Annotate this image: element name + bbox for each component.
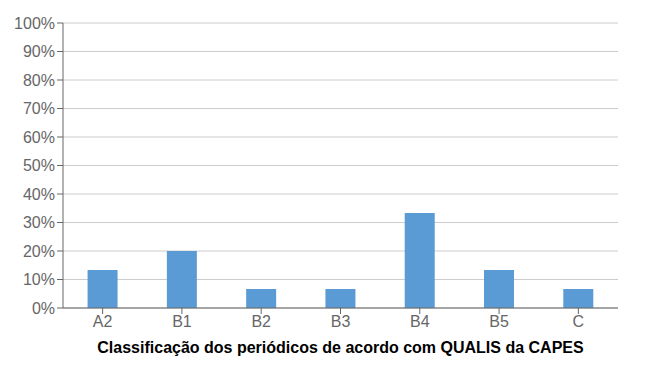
svg-text:B4: B4 (410, 313, 430, 330)
svg-text:100%: 100% (14, 15, 55, 32)
svg-text:Classificação dos periódicos d: Classificação dos periódicos de acordo c… (97, 339, 584, 356)
svg-text:50%: 50% (23, 157, 55, 174)
svg-text:40%: 40% (23, 186, 55, 203)
svg-text:B1: B1 (172, 313, 192, 330)
svg-text:90%: 90% (23, 43, 55, 60)
svg-text:30%: 30% (23, 214, 55, 231)
svg-text:70%: 70% (23, 100, 55, 117)
svg-text:0%: 0% (32, 300, 55, 317)
svg-text:10%: 10% (23, 271, 55, 288)
svg-text:A2: A2 (93, 313, 113, 330)
svg-text:B2: B2 (251, 313, 271, 330)
svg-text:20%: 20% (23, 243, 55, 260)
svg-text:C: C (573, 313, 585, 330)
svg-text:B5: B5 (489, 313, 509, 330)
svg-text:80%: 80% (23, 72, 55, 89)
svg-text:60%: 60% (23, 129, 55, 146)
svg-text:B3: B3 (331, 313, 351, 330)
